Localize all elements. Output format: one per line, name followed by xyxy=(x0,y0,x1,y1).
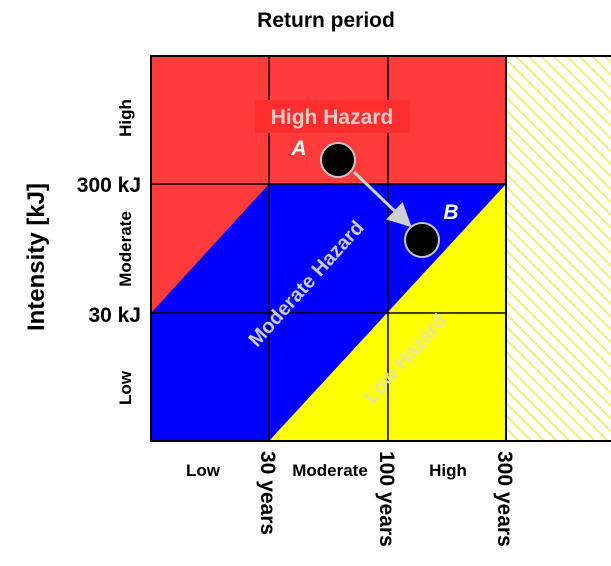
plot-border xyxy=(150,55,507,442)
y-band-high: High xyxy=(116,99,135,137)
x-band-high: High xyxy=(429,461,467,480)
transition-arrow xyxy=(352,170,412,228)
point-b-label: B xyxy=(443,201,458,224)
hatched-region xyxy=(506,56,611,441)
point-a-label: A xyxy=(290,137,306,160)
y-threshold-300kj: 300 kJ xyxy=(77,174,141,197)
x-band-moderate: Moderate xyxy=(292,461,368,480)
point-b xyxy=(404,222,440,258)
x-threshold-30-years: 30 years xyxy=(256,451,279,535)
high-hazard-label: High Hazard xyxy=(271,106,394,129)
y-axis-label: Intensity [kJ] xyxy=(23,183,50,331)
x-threshold-100-years: 100 years xyxy=(375,451,398,547)
high-hazard-label-bg xyxy=(255,100,410,133)
x-threshold-300-years: 300 years xyxy=(493,451,516,547)
y-band-moderate: Moderate xyxy=(116,211,135,287)
point-a xyxy=(320,142,356,178)
y-band-low: Low xyxy=(116,370,135,405)
y-threshold-30kj: 30 kJ xyxy=(88,304,141,327)
x-band-low: Low xyxy=(186,461,221,480)
chart-title: Return period xyxy=(257,9,395,32)
